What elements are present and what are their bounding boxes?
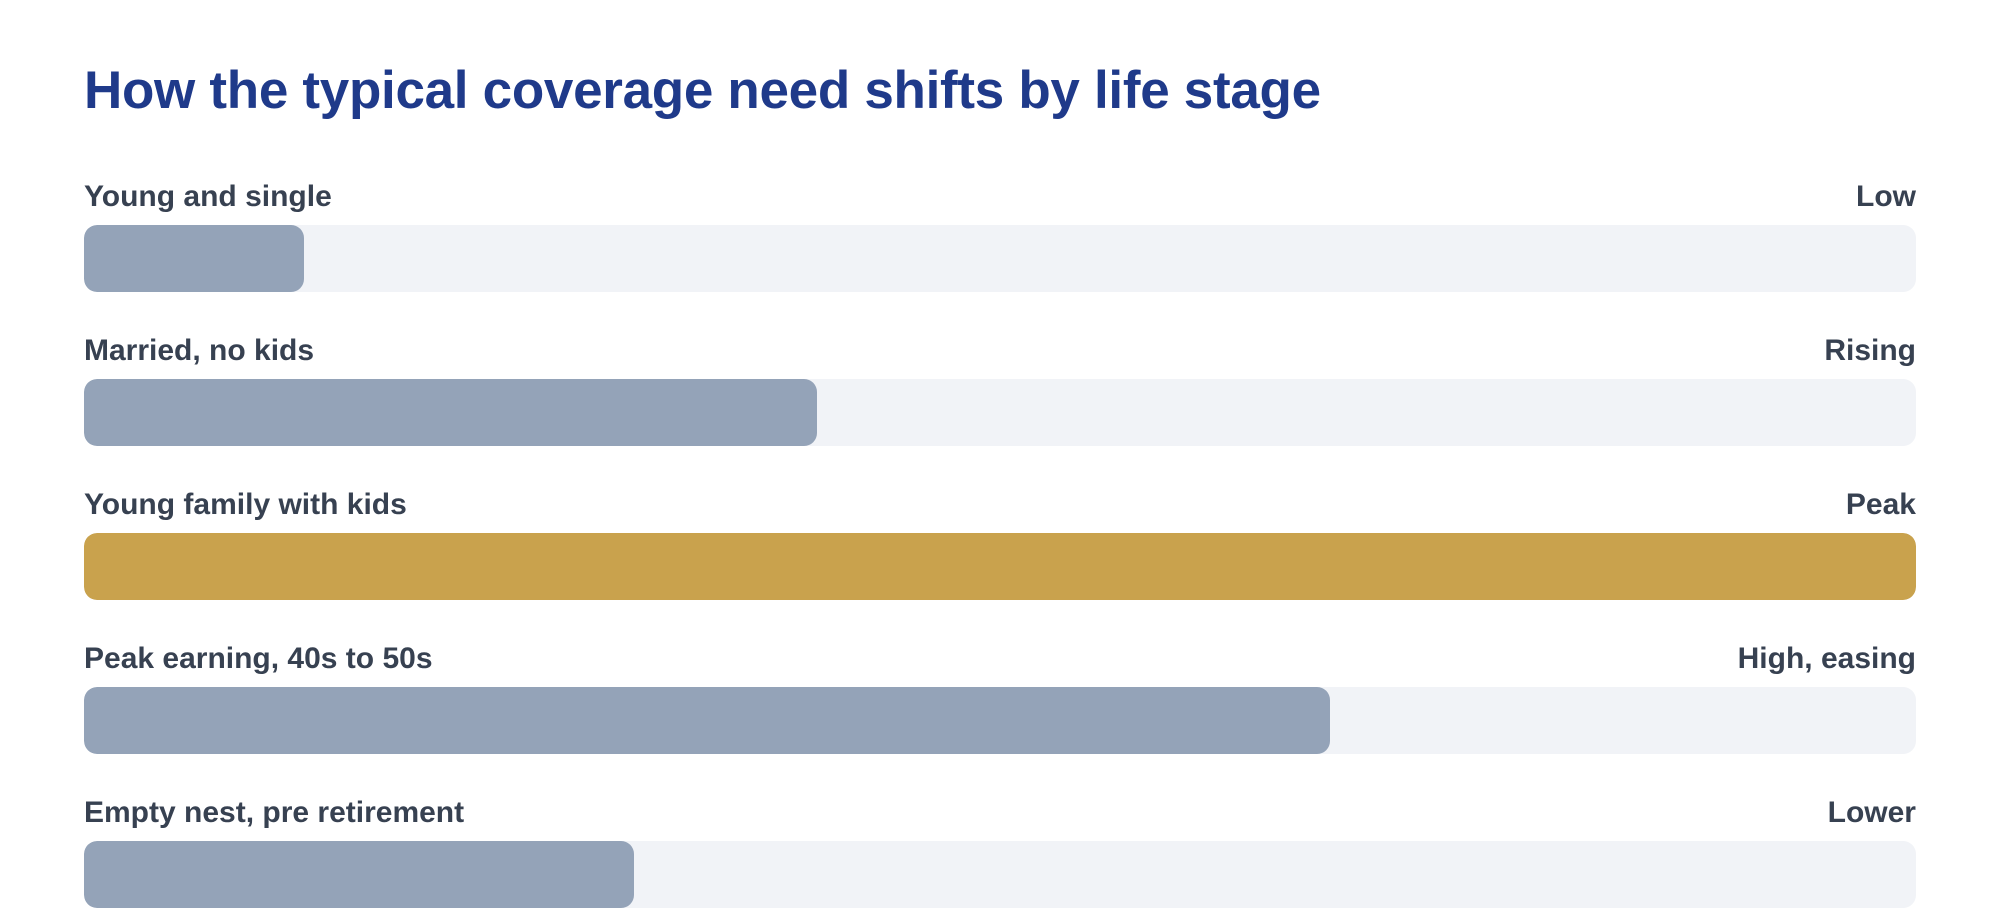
level-label: Peak	[1845, 488, 1916, 521]
bar-track	[84, 841, 1916, 908]
level-label: Lower	[1827, 796, 1916, 829]
bar-fill	[84, 841, 634, 908]
bar-row-empty-nest: Empty nest, pre retirement Lower	[84, 796, 1916, 916]
bar-fill	[84, 225, 304, 292]
bar-fill	[84, 533, 1916, 600]
bar-row-header: Young and single Low	[84, 180, 1916, 214]
bar-row-header: Peak earning, 40s to 50s High, easing	[84, 642, 1916, 676]
bar-row-header: Young family with kids Peak	[84, 488, 1916, 522]
coverage-chart: How the typical coverage need shifts by …	[84, 0, 1916, 908]
category-label: Young family with kids	[84, 488, 407, 521]
bar-track	[84, 687, 1916, 754]
bar-fill	[84, 687, 1330, 754]
bar-track	[84, 225, 1916, 292]
category-label: Young and single	[84, 180, 332, 213]
bar-row-header: Empty nest, pre retirement Lower	[84, 796, 1916, 830]
bar-row-peak-earning: Peak earning, 40s to 50s High, easing	[84, 642, 1916, 762]
category-label: Peak earning, 40s to 50s	[84, 642, 433, 675]
bar-fill	[84, 379, 817, 446]
bar-track	[84, 379, 1916, 446]
bar-row-header: Married, no kids Rising	[84, 334, 1916, 368]
bar-track	[84, 533, 1916, 600]
category-label: Empty nest, pre retirement	[84, 796, 465, 829]
category-label: Married, no kids	[84, 334, 315, 367]
level-label: High, easing	[1737, 642, 1916, 675]
bar-row-young-single: Young and single Low	[84, 180, 1916, 300]
chart-title: How the typical coverage need shifts by …	[84, 61, 1321, 120]
level-label: Rising	[1824, 334, 1916, 367]
level-label: Low	[1856, 180, 1916, 213]
bar-row-married-no-kids: Married, no kids Rising	[84, 334, 1916, 454]
bar-row-young-family: Young family with kids Peak	[84, 488, 1916, 608]
